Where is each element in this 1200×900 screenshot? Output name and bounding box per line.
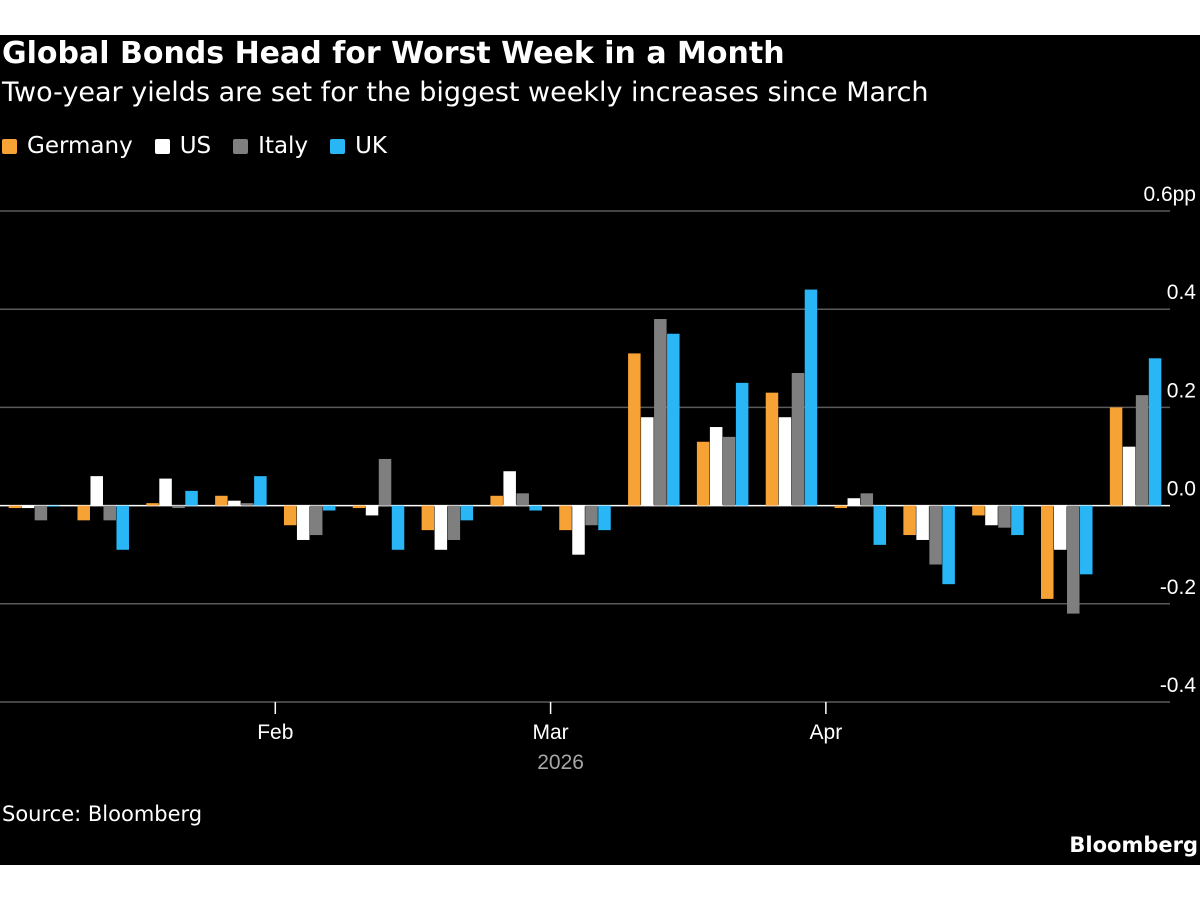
bar-us (1054, 505, 1067, 550)
bar-germany (559, 505, 572, 531)
bar-us (296, 505, 310, 540)
chart-title: Global Bonds Head for Worst Week in a Mo… (2, 36, 785, 71)
bar-uk (47, 505, 61, 507)
bar-germany (696, 441, 710, 506)
chart-subtitle: Two-year yields are set for the biggest … (2, 77, 929, 108)
legend-swatch-uk (330, 138, 346, 154)
bar-italy (516, 493, 529, 506)
bar-italy (172, 505, 185, 509)
bar-germany (972, 505, 985, 516)
bar-uk (598, 505, 611, 531)
legend-item-uk: UK (330, 133, 387, 159)
bar-uk (254, 476, 267, 506)
bar-us (503, 471, 516, 506)
legend-swatch-germany (2, 138, 17, 154)
x-tick-label: Feb (257, 721, 293, 744)
bar-uk (942, 505, 955, 585)
bar-germany (1109, 407, 1123, 506)
y-tick-label: -0.2 (1160, 576, 1196, 599)
bar-uk (391, 505, 405, 550)
bar-germany (834, 505, 848, 509)
bar-uk (735, 382, 749, 506)
legend-label-italy: Italy (258, 133, 309, 159)
bar-us (709, 427, 723, 506)
source-note: Source: Bloomberg (2, 802, 203, 826)
bar-uk (322, 505, 336, 511)
legend-swatch-italy (233, 138, 249, 154)
bar-germany (421, 505, 435, 531)
bar-us (916, 505, 929, 540)
bar-us (572, 505, 585, 555)
legend-item-us: US (154, 133, 212, 159)
bar-us (1122, 446, 1136, 506)
bar-germany (146, 503, 159, 506)
bar-italy (585, 505, 598, 526)
bar-chart: 0.6pp 0.4 0.2 0.0 -0.2 -0.4 Feb Mar Apr 2026 (0, 183, 1197, 774)
y-tick-label: 0.2 (1167, 379, 1196, 402)
bar-us (641, 417, 654, 506)
y-tick-label: -0.4 (1160, 674, 1197, 697)
bar-germany (283, 505, 297, 526)
bar-italy (309, 505, 323, 536)
bar-italy (654, 319, 667, 506)
bar-us (159, 478, 172, 506)
bar-us (985, 505, 998, 526)
bar-uk (804, 289, 818, 506)
bar-us (21, 505, 35, 509)
bar-uk (529, 505, 542, 511)
bar-germany (1041, 505, 1054, 599)
bar-us (90, 476, 103, 506)
bar-us (778, 417, 792, 506)
bar-germany (765, 392, 779, 506)
bar-germany (490, 495, 503, 506)
y-tick-label: 0.0 (1167, 478, 1196, 501)
bar-italy (860, 493, 874, 506)
x-year-label: 2026 (537, 751, 584, 774)
bar-italy (998, 505, 1011, 528)
legend-label-us: US (179, 133, 212, 159)
chart-panel: 0.6pp 0.4 0.2 0.0 -0.2 -0.4 Feb Mar Apr 2026 Glob… (0, 35, 1200, 865)
bar-us (365, 505, 379, 516)
bar-italy (447, 505, 461, 540)
brand-logo: Bloomberg (1069, 833, 1198, 857)
bar-italy (722, 436, 736, 506)
bar-germany (8, 505, 22, 509)
bar-uk (667, 333, 680, 506)
x-tick-label: Apr (810, 721, 843, 744)
bar-uk (873, 505, 887, 545)
bar-italy (34, 505, 48, 521)
bar-uk (185, 490, 198, 506)
y-tick-label: 0.6pp (1143, 183, 1196, 206)
bar-germany (352, 505, 366, 509)
bar-italy (1135, 395, 1149, 506)
bar-us (434, 505, 448, 550)
bar-italy (103, 505, 116, 521)
x-tick-label: Mar (533, 721, 569, 744)
legend-label-germany: Germany (27, 133, 133, 159)
y-tick-label: 0.4 (1167, 281, 1197, 304)
bar-us (847, 498, 861, 506)
bar-uk (1080, 505, 1093, 575)
bar-uk (460, 505, 474, 521)
bar-italy (929, 505, 942, 565)
bar-italy (1067, 505, 1080, 614)
bar-germany (903, 505, 916, 536)
bar-italy (791, 373, 805, 506)
legend-item-germany: Germany (2, 133, 133, 159)
legend-swatch-us (154, 138, 170, 154)
bar-germany (628, 353, 641, 506)
bar-uk (116, 505, 129, 550)
bar-germany (77, 505, 90, 521)
legend-label-uk: UK (355, 133, 387, 159)
legend-item-italy: Italy (233, 133, 308, 159)
legend: Germany US Italy UK (2, 129, 409, 163)
bar-uk (1011, 505, 1024, 536)
bar-germany (215, 495, 228, 506)
bar-us (228, 500, 241, 506)
bar-uk (1148, 358, 1162, 506)
bar-italy (378, 458, 392, 506)
bar-italy (241, 503, 254, 506)
